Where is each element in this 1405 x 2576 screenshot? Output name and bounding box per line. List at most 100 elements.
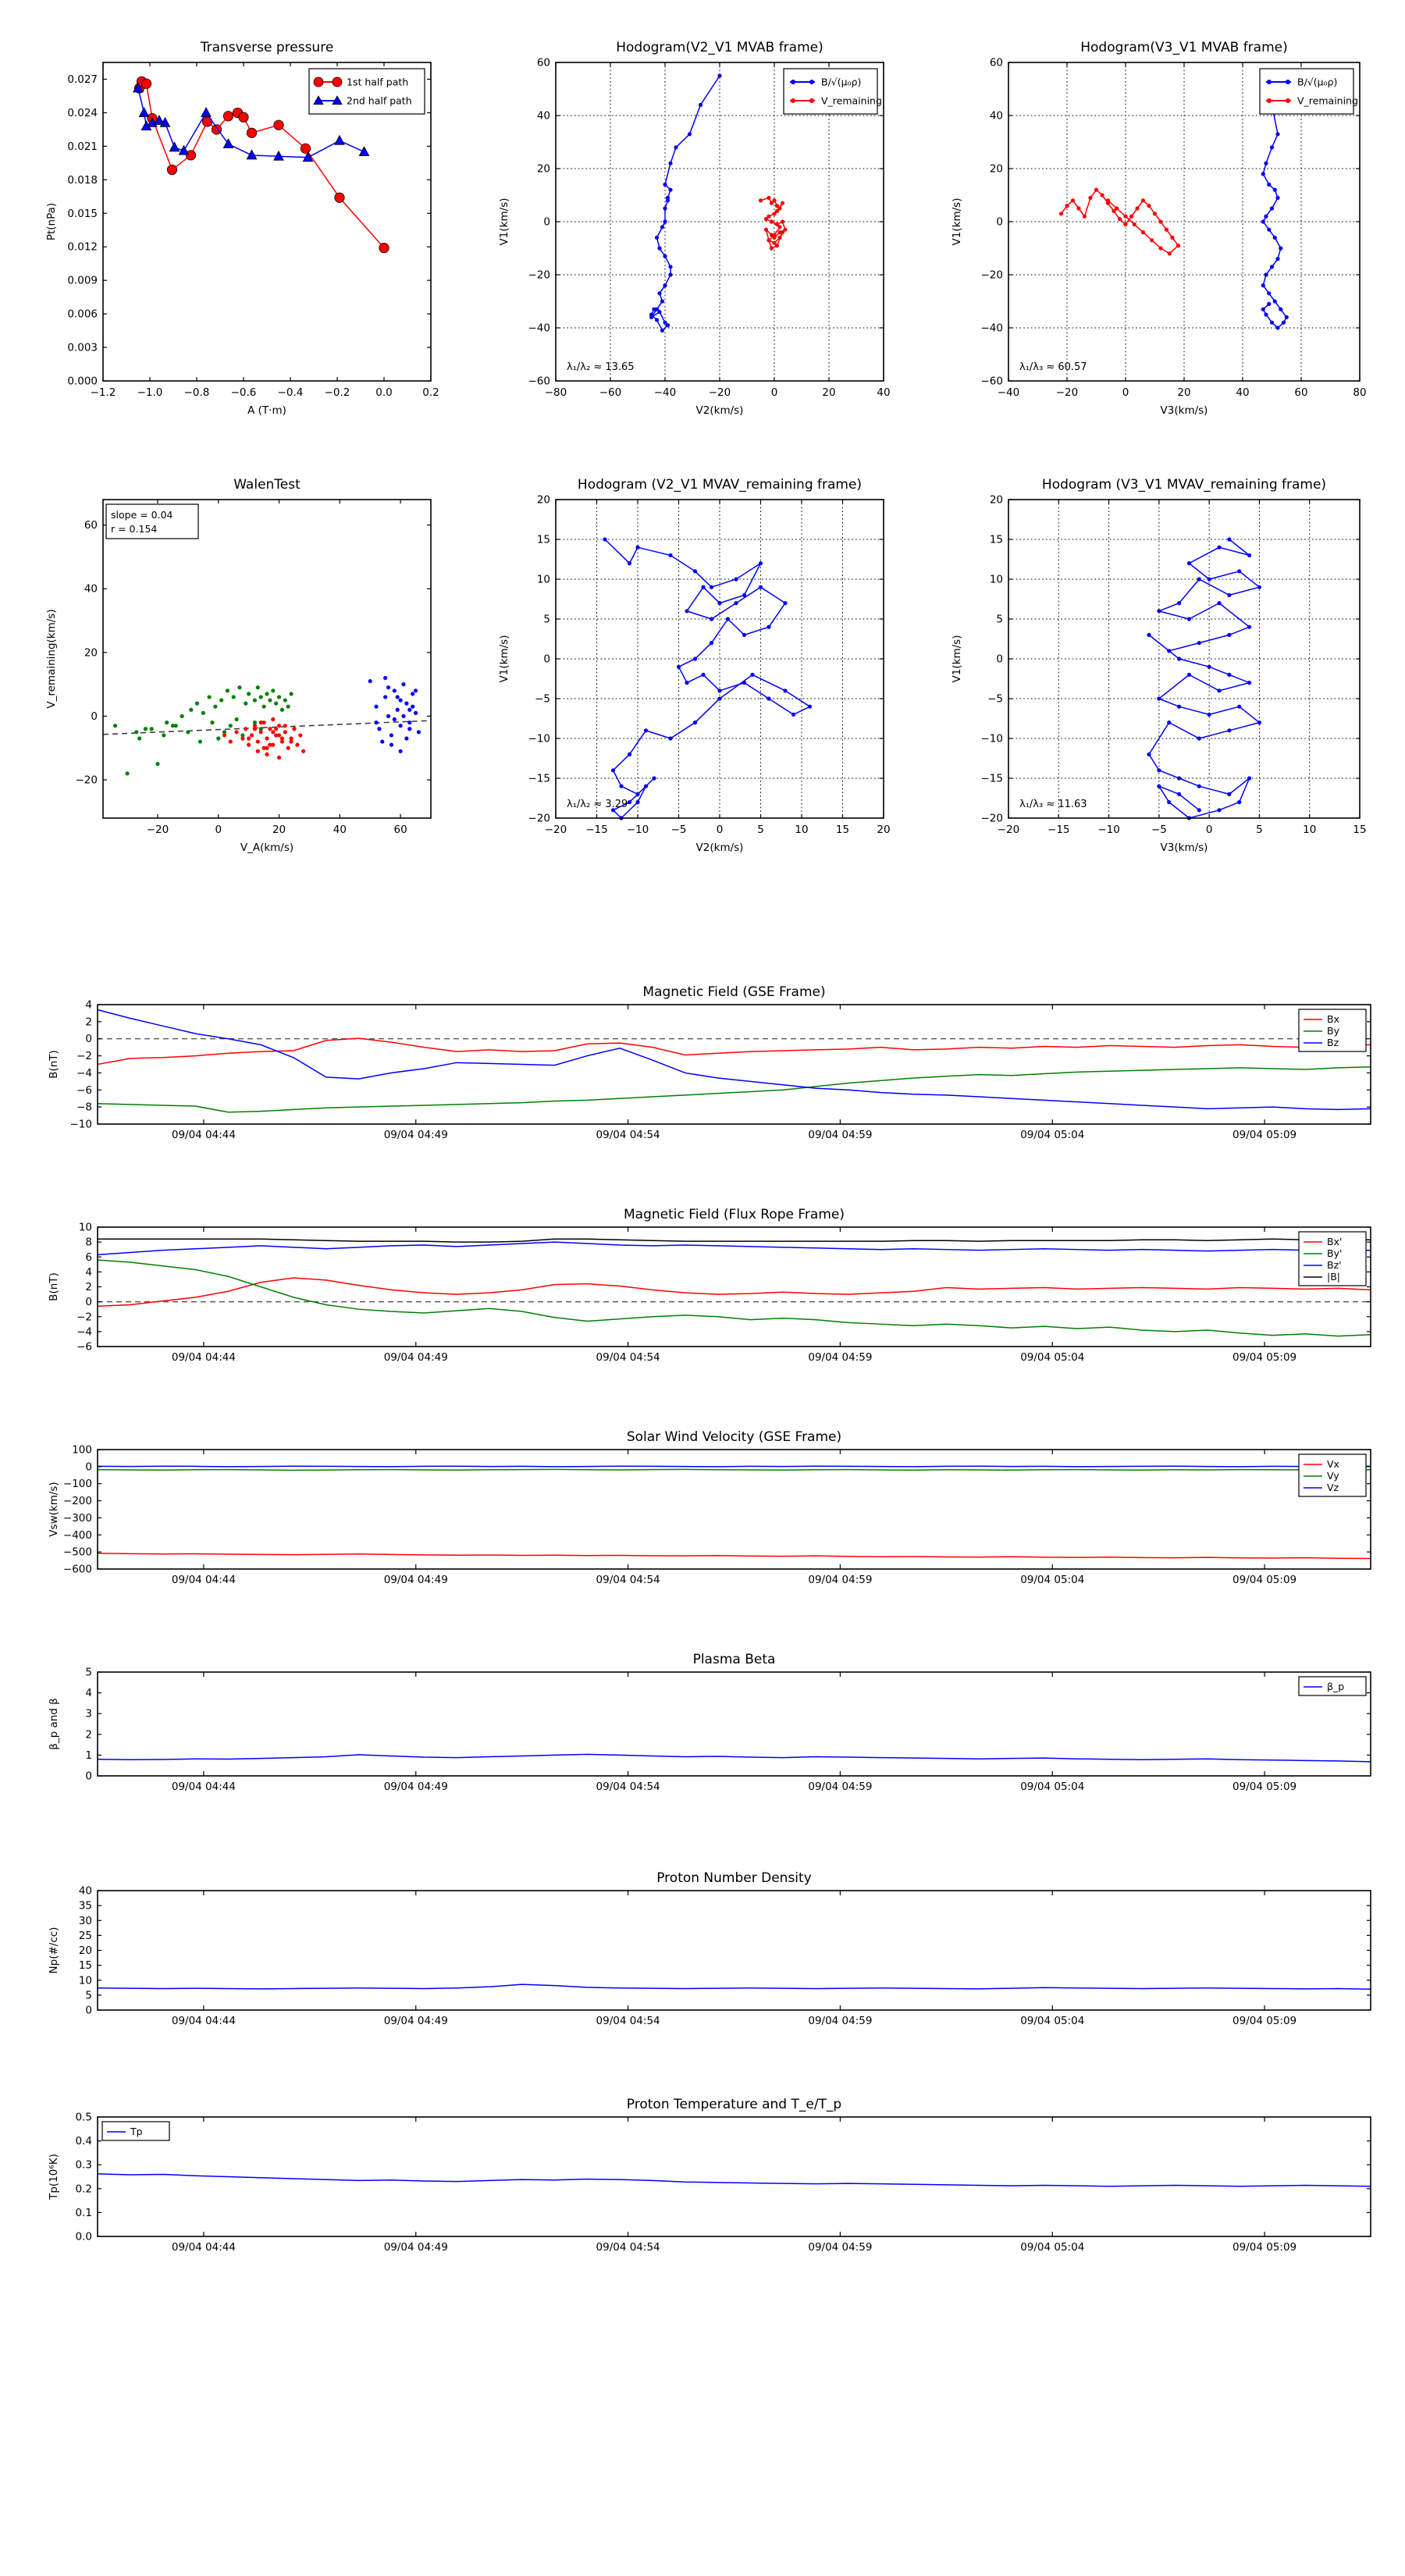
svg-text:Transverse pressure: Transverse pressure (200, 40, 334, 55)
svg-text:−15: −15 (981, 773, 1004, 785)
svg-text:20: 20 (877, 824, 890, 836)
ts-series-2 (97, 1009, 1371, 1111)
ts-series-0 (97, 1277, 1371, 1308)
svg-text:0.027: 0.027 (67, 73, 98, 86)
svg-text:Solar Wind Velocity (GSE Frame: Solar Wind Velocity (GSE Frame) (627, 1429, 841, 1445)
svg-text:−5: −5 (1151, 824, 1167, 836)
svg-text:−6: −6 (76, 1084, 92, 1097)
svg-text:09/04 05:09: 09/04 05:09 (1232, 1574, 1297, 1586)
svg-text:09/04 04:49: 09/04 04:49 (384, 1129, 448, 1141)
svg-text:09/04 04:54: 09/04 04:54 (596, 1351, 660, 1364)
svg-text:0.4: 0.4 (76, 2135, 92, 2147)
svg-text:0.009: 0.009 (67, 275, 98, 287)
svg-text:0.5: 0.5 (76, 2112, 92, 2124)
svg-text:V1(km/s): V1(km/s) (951, 198, 963, 246)
svg-text:5: 5 (85, 1989, 92, 2001)
series-2 (368, 675, 422, 753)
svg-text:−0.2: −0.2 (325, 386, 350, 399)
ts-series-2 (97, 1465, 1371, 1468)
svg-text:0.1: 0.1 (76, 2207, 92, 2219)
panel-hodogram-v2v1-mvav: Hodogram (V2_V1 MVAV_remaining frame) −20… (484, 468, 898, 866)
svg-text:−1.2: −1.2 (91, 386, 116, 399)
series-1 (758, 195, 788, 251)
svg-text:0.2: 0.2 (422, 386, 439, 399)
svg-text:09/04 04:44: 09/04 04:44 (172, 1129, 236, 1141)
svg-text:09/04 05:04: 09/04 05:04 (1020, 2015, 1084, 2027)
svg-text:09/04 04:59: 09/04 04:59 (808, 1129, 872, 1141)
svg-text:Proton Number Density: Proton Number Density (656, 1870, 812, 1886)
svg-text:4: 4 (85, 999, 92, 1012)
svg-text:09/04 04:54: 09/04 04:54 (596, 1574, 660, 1586)
svg-text:15: 15 (79, 1959, 92, 1972)
svg-text:Vsw(km/s): Vsw(km/s) (48, 1482, 60, 1536)
svg-text:0.015: 0.015 (67, 208, 98, 220)
ts-series-3 (98, 1238, 1371, 1243)
svg-text:4: 4 (85, 1687, 92, 1699)
svg-text:−1.0: −1.0 (137, 386, 163, 399)
svg-text:|B|: |B| (1327, 1271, 1340, 1283)
svg-text:4: 4 (85, 1266, 92, 1279)
ts-series-1 (97, 1259, 1371, 1337)
svg-text:V_remaining: V_remaining (821, 95, 882, 107)
svg-text:15: 15 (537, 534, 550, 546)
svg-text:λ₁/λ₃ ≈ 60.57: λ₁/λ₃ ≈ 60.57 (1019, 361, 1087, 373)
svg-text:−20: −20 (998, 824, 1020, 836)
svg-text:By: By (1327, 1025, 1340, 1037)
svg-text:−40: −40 (998, 386, 1020, 399)
series-1 (133, 82, 370, 162)
panel-magnetic-field-gse: Magnetic Field (GSE Frame) −10 −8 −6 −4 −2 0 2 4… (31, 980, 1382, 1147)
svg-text:09/04 04:49: 09/04 04:49 (384, 1574, 448, 1586)
svg-text:0.021: 0.021 (67, 141, 98, 153)
svg-text:09/04 05:04: 09/04 05:04 (1020, 1574, 1084, 1586)
svg-text:Magnetic Field (Flux Rope Fram: Magnetic Field (Flux Rope Frame) (624, 1207, 845, 1222)
svg-text:−15: −15 (585, 824, 608, 836)
ts-series-0 (97, 1984, 1371, 1990)
svg-text:−20: −20 (981, 269, 1004, 282)
svg-text:Hodogram (V3_V1 MVAV_remaining: Hodogram (V3_V1 MVAV_remaining frame) (1042, 477, 1326, 493)
svg-text:1: 1 (85, 1749, 92, 1762)
svg-text:8: 8 (85, 1236, 92, 1249)
svg-text:60: 60 (84, 519, 98, 532)
svg-text:15: 15 (990, 534, 1003, 546)
svg-text:0: 0 (85, 1770, 92, 1783)
svg-text:5: 5 (1256, 824, 1263, 836)
svg-text:−10: −10 (627, 824, 649, 836)
svg-text:10: 10 (795, 824, 808, 836)
series-1 (222, 717, 306, 760)
svg-text:V_remaining(km/s): V_remaining(km/s) (45, 609, 58, 708)
series-0 (603, 537, 813, 820)
svg-text:−20: −20 (76, 774, 98, 787)
svg-text:09/04 05:04: 09/04 05:04 (1020, 2241, 1084, 2254)
svg-text:30: 30 (79, 1915, 92, 1927)
svg-text:100: 100 (72, 1444, 92, 1457)
svg-text:60: 60 (537, 57, 550, 69)
svg-text:40: 40 (877, 386, 890, 399)
svg-text:−60: −60 (528, 375, 551, 388)
svg-text:−500: −500 (63, 1546, 92, 1559)
svg-text:20: 20 (990, 494, 1003, 507)
svg-text:20: 20 (537, 494, 550, 507)
svg-text:0.012: 0.012 (67, 241, 98, 254)
svg-text:40: 40 (333, 824, 347, 836)
svg-text:09/04 04:59: 09/04 04:59 (808, 1781, 872, 1793)
svg-text:Tp(10⁶K): Tp(10⁶K) (48, 2154, 60, 2201)
svg-text:20: 20 (84, 646, 98, 659)
svg-text:−60: −60 (981, 375, 1004, 388)
svg-text:09/04 04:59: 09/04 04:59 (808, 2015, 872, 2027)
svg-text:−20: −20 (147, 824, 169, 836)
svg-text:10: 10 (79, 1974, 92, 1987)
svg-text:09/04 04:59: 09/04 04:59 (808, 2241, 872, 2254)
svg-text:5: 5 (543, 614, 550, 626)
ts-series-0 (97, 1753, 1371, 1763)
svg-text:0.006: 0.006 (67, 308, 98, 321)
svg-text:−0.4: −0.4 (278, 386, 304, 399)
svg-text:−200: −200 (63, 1495, 92, 1507)
svg-text:−15: −15 (528, 773, 551, 785)
svg-text:6: 6 (85, 1251, 92, 1264)
svg-text:−5: −5 (671, 824, 687, 836)
svg-text:−10: −10 (528, 733, 551, 745)
svg-text:−6: −6 (76, 1341, 92, 1354)
svg-text:−15: −15 (1048, 824, 1070, 836)
svg-text:−600: −600 (63, 1564, 92, 1576)
